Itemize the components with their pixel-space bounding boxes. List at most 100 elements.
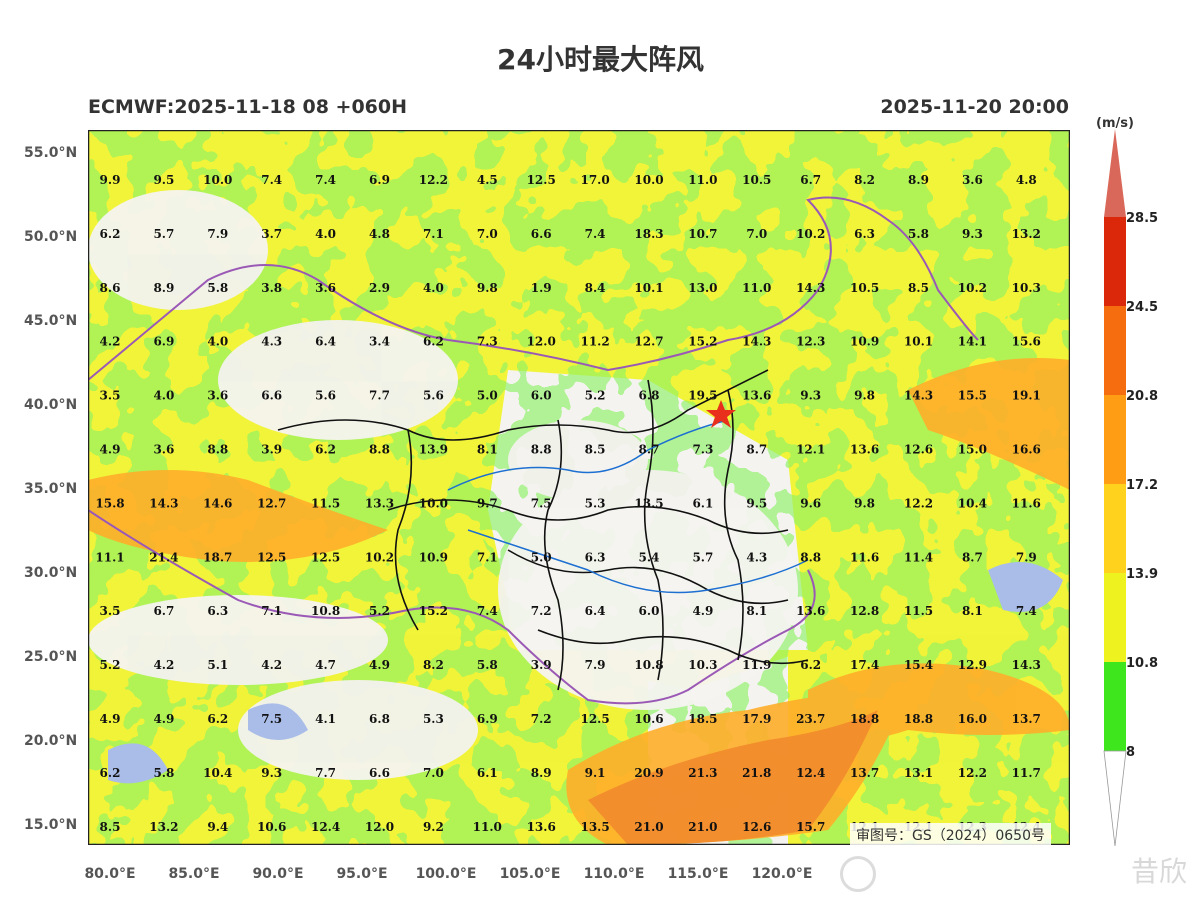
longitude-label: 80.0°E (84, 866, 136, 882)
station-value: 4.0 (207, 335, 228, 349)
station-value: 3.9 (531, 658, 552, 672)
station-value: 4.9 (692, 604, 713, 618)
longitude-label: 95.0°E (336, 866, 388, 882)
map-approval-number: 审图号：GS（2024）0650号 (850, 823, 1051, 847)
station-value: 7.3 (692, 443, 713, 457)
station-value: 12.9 (958, 658, 987, 672)
station-value: 14.3 (1012, 658, 1041, 672)
station-value: 3.6 (153, 443, 174, 457)
country-border (88, 196, 979, 705)
station-value: 16.6 (1012, 443, 1041, 457)
station-value: 5.2 (369, 604, 390, 618)
latitude-label: 25.0°N (24, 649, 78, 665)
station-value: 7.7 (369, 389, 390, 403)
station-value: 12.2 (904, 496, 933, 510)
station-value: 7.9 (1016, 550, 1037, 564)
station-value: 8.5 (908, 281, 929, 295)
station-value: 13.5 (634, 496, 663, 510)
station-value: 8.7 (639, 443, 660, 457)
station-value: 6.2 (423, 335, 444, 349)
station-value: 10.2 (365, 550, 394, 564)
station-value: 6.0 (531, 389, 552, 403)
station-value: 18.7 (203, 550, 232, 564)
station-value: 2.9 (369, 281, 390, 295)
station-value: 7.1 (261, 604, 282, 618)
colorbar-band (1104, 217, 1126, 306)
station-value: 6.2 (800, 658, 821, 672)
station-value: 7.0 (477, 227, 498, 241)
colorbar-extend-bottom (1103, 750, 1127, 847)
station-value: 7.2 (531, 604, 552, 618)
red-star-icon (706, 400, 736, 428)
station-value: 4.3 (746, 550, 767, 564)
station-value: 5.3 (585, 496, 606, 510)
station-value: 6.3 (585, 550, 606, 564)
station-value: 5.2 (100, 658, 121, 672)
station-value: 4.5 (477, 173, 498, 187)
station-value: 7.1 (477, 550, 498, 564)
station-value: 11.0 (742, 281, 771, 295)
station-value: 13.0 (688, 281, 717, 295)
station-value: 13.9 (419, 443, 448, 457)
station-value: 11.5 (311, 496, 340, 510)
station-value: 16.0 (958, 712, 987, 726)
station-value: 13.7 (850, 766, 879, 780)
station-value: 10.1 (904, 335, 933, 349)
gust-fill-deep-orange (588, 710, 878, 845)
station-value: 9.6 (800, 496, 821, 510)
colorbar-level: 8 (1126, 745, 1135, 760)
station-value: 6.0 (639, 604, 660, 618)
station-value: 8.1 (962, 604, 983, 618)
station-value: 13.6 (527, 820, 556, 834)
station-value: 4.9 (100, 712, 121, 726)
watermark-icon (840, 856, 876, 892)
station-value: 3.8 (261, 281, 282, 295)
station-value: 11.1 (95, 550, 124, 564)
station-value: 9.7 (477, 496, 498, 510)
station-value: 5.8 (477, 658, 498, 672)
station-value: 10.8 (634, 658, 663, 672)
station-value: 12.8 (850, 604, 879, 618)
station-value: 6.3 (207, 604, 228, 618)
station-value: 3.6 (315, 281, 336, 295)
station-value: 15.7 (796, 820, 825, 834)
station-value: 12.2 (958, 766, 987, 780)
longitude-label: 110.0°E (583, 866, 645, 882)
station-value: 4.9 (369, 658, 390, 672)
station-value: 13.2 (149, 820, 178, 834)
station-value: 8.2 (854, 173, 875, 187)
station-value: 15.5 (958, 389, 987, 403)
colorbar-band (1104, 662, 1126, 751)
station-value: 12.5 (311, 550, 340, 564)
colorbar-level: 28.5 (1126, 211, 1158, 226)
station-value: 23.7 (796, 712, 825, 726)
station-value: 15.2 (419, 604, 448, 618)
station-value: 4.3 (261, 335, 282, 349)
station-value: 10.3 (688, 658, 717, 672)
longitude-label: 105.0°E (499, 866, 561, 882)
station-value: 3.4 (369, 335, 390, 349)
station-value: 21.4 (149, 550, 178, 564)
station-value: 13.6 (850, 443, 879, 457)
station-value: 6.6 (261, 389, 282, 403)
station-value: 12.6 (904, 443, 933, 457)
station-value: 5.6 (315, 389, 336, 403)
station-value: 11.5 (904, 604, 933, 618)
station-value: 8.7 (962, 550, 983, 564)
station-value: 17.4 (850, 658, 879, 672)
station-value: 13.6 (796, 604, 825, 618)
model-run-label: ECMWF:2025-11-18 08 +060H (88, 96, 408, 118)
station-value: 5.8 (207, 281, 228, 295)
station-value: 6.4 (585, 604, 606, 618)
colorbar-band (1104, 484, 1126, 573)
station-value: 15.8 (95, 496, 124, 510)
station-value: 9.4 (207, 820, 228, 834)
station-value: 10.9 (850, 335, 879, 349)
station-value: 12.6 (742, 820, 771, 834)
station-value: 6.7 (153, 604, 174, 618)
longitude-label: 90.0°E (252, 866, 304, 882)
station-value: 10.9 (419, 550, 448, 564)
water-bodies (108, 562, 1063, 784)
station-value: 8.2 (423, 658, 444, 672)
station-value: 14.1 (958, 335, 987, 349)
